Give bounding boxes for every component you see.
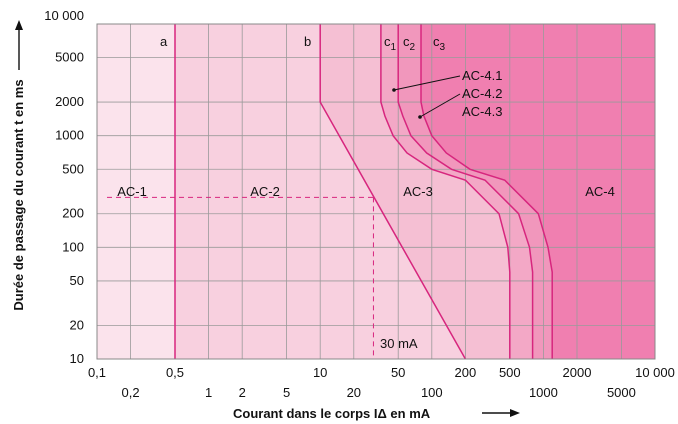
zone-label-ac2: AC-2 [250, 184, 280, 199]
curve-label-c3: c3 [433, 34, 446, 53]
x-tick-label: 20 [347, 385, 361, 400]
zone-label-ac1: AC-1 [117, 184, 147, 199]
x-tick-label: 5 [283, 385, 290, 400]
x-tick-label: 10 [313, 365, 327, 380]
y-tick-label: 5000 [55, 50, 84, 65]
x-tick-label: 1000 [529, 385, 558, 400]
curve-label-c3-sub: 3 [440, 42, 446, 53]
annotation-leader-ac4-1-dot [392, 88, 396, 92]
annotation-leader-ac4-2-dot [418, 115, 422, 119]
curves [174, 24, 553, 360]
y-tick-label: 2000 [55, 94, 84, 109]
x-tick-label: 50 [391, 365, 405, 380]
y-tick-label: 10 000 [44, 8, 84, 23]
x-tick-label: 100 [421, 385, 443, 400]
annotation-ac4-1: AC-4.1 [462, 68, 502, 83]
curve-label-b: b [304, 34, 311, 49]
y-tick-label: 10 [70, 351, 84, 366]
x-axis-label: Courant dans le corps IΔ en mA [233, 406, 431, 421]
annotation-leader-ac4-2 [419, 93, 461, 118]
y-tick-label: 1000 [55, 128, 84, 143]
curve-label-c2-sub: 2 [410, 42, 416, 53]
x-tick-label: 5000 [607, 385, 636, 400]
zone-label-ac4: AC-4 [585, 184, 615, 199]
zone-ac1-fill [97, 24, 175, 359]
x-tick-labels-bottom: 0,2 1 2 5 20 100 1000 5000 [122, 385, 636, 400]
curve-c3 [420, 24, 553, 359]
annotation-ac4-2: AC-4.2 [462, 86, 502, 101]
zone-ac4-fill [421, 24, 655, 359]
x-tick-label: 10 000 [635, 365, 675, 380]
y-tick-label: 50 [70, 273, 84, 288]
x-tick-label: 500 [499, 365, 521, 380]
zone-fills [97, 24, 655, 359]
y-tick-label: 20 [70, 317, 84, 332]
curve-label-c1-sub: 1 [391, 42, 397, 53]
y-tick-label: 100 [62, 239, 84, 254]
x-tick-label: 0,2 [122, 385, 140, 400]
x-axis-arrow-head [510, 409, 520, 417]
curve-c2 [397, 24, 534, 359]
curve-b [319, 24, 467, 360]
reference-label: 30 mA [380, 336, 418, 351]
annotation-ac4-3: AC-4.3 [462, 104, 502, 119]
y-tick-label: 200 [62, 206, 84, 221]
x-tick-label: 1 [205, 385, 212, 400]
curve-label-c1: c1 [384, 34, 397, 53]
x-tick-label: 200 [455, 365, 477, 380]
y-tick-label: 500 [62, 161, 84, 176]
y-axis-label: Durée de passage du courant t en ms [11, 79, 26, 310]
plot-frame [96, 23, 656, 360]
x-tick-label: 2 [239, 385, 246, 400]
x-tick-labels-top: 0,1 0,5 10 50 200 500 2000 10 000 [88, 365, 675, 380]
x-tick-label: 0,5 [166, 365, 184, 380]
zone-ac3-fill [320, 24, 510, 359]
x-tick-label: 0,1 [88, 365, 106, 380]
y-tick-labels: 10 20 50 100 200 500 1000 2000 5000 10 000 [44, 8, 84, 366]
annotation-leader-ac4-1 [393, 75, 461, 91]
curve-label-a: a [160, 34, 168, 49]
y-axis-arrow-head [15, 20, 23, 30]
curve-c1 [380, 24, 511, 359]
curve-label-c2: c2 [403, 34, 416, 53]
curve-annotations: AC-4.1 AC-4.2 AC-4.3 [392, 68, 502, 119]
zone-labels: AC-1 AC-2 AC-3 AC-4 [117, 184, 615, 199]
x-tick-label: 2000 [563, 365, 592, 380]
curve-labels: a b c1 c2 c3 [160, 34, 446, 53]
zone-label-ac3: AC-3 [403, 184, 433, 199]
